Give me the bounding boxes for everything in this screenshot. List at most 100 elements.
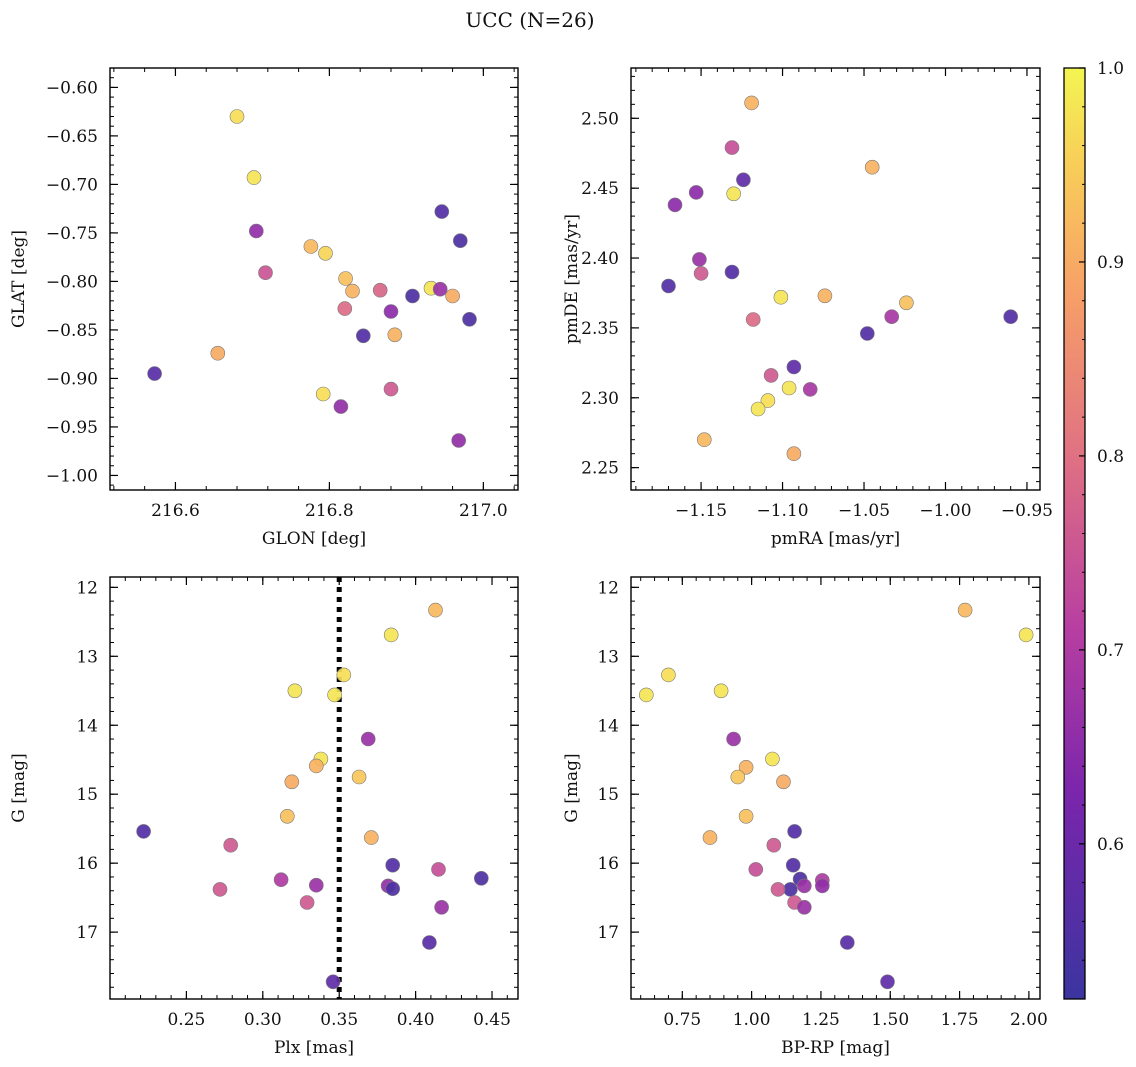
scatter-point: [796, 878, 812, 894]
x-tick-label: 1.25: [802, 1010, 840, 1030]
scatter-point: [693, 266, 709, 281]
x-tick-label: 217.0: [459, 501, 508, 521]
x-tick-label: 0.35: [320, 1010, 358, 1030]
colorbar: 0.6 0.7 0.8 0.9 1.0: [1063, 59, 1124, 1000]
scatter-point: [839, 935, 855, 950]
y-tick-label: 2.45: [581, 179, 619, 199]
axes-frame: [109, 67, 519, 491]
scatter-point: [661, 278, 676, 294]
y-tick-label: 16: [76, 854, 98, 874]
scatter-point: [383, 627, 399, 643]
scatter-point: [724, 264, 740, 280]
scatter-point: [372, 282, 388, 298]
scatter-point: [726, 731, 741, 747]
y-tick-label: −0.95: [46, 418, 98, 438]
y-tick-label: 2.50: [581, 109, 619, 129]
panel-bprp-g: 0.75 1.00 1.25 1.50 1.75 2.00 12 13 14 15 16 17 BP-R…: [562, 576, 1048, 1058]
y-tick-label: −0.65: [46, 127, 98, 147]
scatter-point: [136, 824, 151, 839]
x-tick-label: 2.00: [1010, 1010, 1048, 1030]
scatter-point: [212, 882, 228, 897]
scatter-point: [787, 824, 802, 839]
scatter-point: [796, 899, 812, 915]
y-tick-label: 17: [76, 923, 98, 943]
scatter-point: [744, 95, 759, 111]
colorbar-tick-label: 0.8: [1097, 447, 1124, 467]
scatter-point: [462, 311, 477, 327]
colorbar-tick-label: 0.9: [1097, 253, 1124, 273]
x-tick-label: 216.6: [151, 501, 200, 521]
x-tick-label: 0.30: [244, 1010, 282, 1030]
scatter-point: [692, 252, 707, 267]
scatter-point: [385, 881, 401, 897]
y-tick-label: 13: [76, 647, 98, 667]
scatter-point: [786, 359, 802, 375]
x-axis-label: BP-RP [mag]: [781, 1038, 890, 1058]
scatter-point: [765, 751, 780, 767]
y-tick-label: 13: [597, 647, 619, 667]
y-tick-label: 14: [76, 716, 98, 736]
y-tick-label: 15: [597, 785, 619, 805]
scatter-point: [859, 326, 875, 341]
scatter-point: [387, 327, 403, 343]
y-tick-label: −0.70: [46, 175, 98, 195]
colorbar-gradient: [1064, 68, 1085, 999]
scatter-point: [248, 223, 264, 239]
scatter-point: [383, 304, 399, 319]
y-tick-label: 2.30: [581, 389, 619, 409]
scatter-point: [432, 281, 448, 297]
scatter-point: [1018, 627, 1034, 643]
scatter-point: [452, 233, 468, 248]
scatter-point: [884, 309, 900, 325]
scatter-point: [333, 399, 349, 414]
scatter-point: [287, 683, 303, 699]
y-tick-label: −0.80: [46, 272, 98, 292]
scatter-point: [315, 386, 331, 402]
scatter-point: [773, 289, 789, 305]
colorbar-tick-label: 0.6: [1097, 835, 1124, 855]
y-axis-label: GLAT [deg]: [9, 230, 29, 328]
scatter-point: [661, 667, 676, 683]
scatter-point: [363, 830, 379, 845]
scatter-point: [730, 769, 746, 785]
scatter-point: [422, 935, 437, 950]
x-tick-label: 0.45: [473, 1010, 511, 1030]
axes-frame: [630, 576, 1041, 1000]
scatter-point: [229, 109, 245, 124]
y-tick-label: −0.60: [46, 78, 98, 98]
y-tick-label: 12: [76, 578, 98, 598]
scatter-point: [223, 837, 238, 853]
scatter-point: [327, 687, 342, 703]
y-tick-label: 12: [597, 578, 619, 598]
scatter-point: [667, 197, 683, 213]
x-tick-label: −1.00: [919, 501, 971, 521]
axes-frame: [630, 67, 1041, 491]
scatter-point: [880, 974, 895, 990]
scatter-point: [748, 862, 764, 877]
scatter-point: [345, 283, 360, 299]
y-axis-label: pmDE [mas/yr]: [562, 214, 582, 344]
y-axis-label: G [mag]: [562, 753, 582, 822]
y-tick-label: 16: [597, 854, 619, 874]
panel-plx-g: 0.25 0.30 0.35 0.40 0.45 12 13 14 15 16 17 Plx [mas…: [9, 576, 519, 1058]
scatter-point: [817, 288, 833, 304]
figure-title: UCC (N=26): [465, 8, 594, 32]
scatter-point: [766, 837, 782, 853]
scatter-point: [736, 172, 751, 188]
scatter-point: [383, 381, 399, 397]
y-tick-label: −0.90: [46, 369, 98, 389]
y-tick-label: 14: [597, 716, 619, 736]
scatter-point: [451, 433, 467, 448]
scatter-point: [258, 265, 273, 281]
scatter-point: [318, 246, 333, 261]
scatter-point: [434, 899, 449, 915]
y-tick-label: 2.35: [581, 319, 619, 339]
scatter-point: [336, 667, 352, 683]
scatter-point: [445, 288, 460, 304]
x-tick-label: −1.15: [675, 501, 727, 521]
scatter-point: [760, 393, 776, 408]
scatter-point: [299, 895, 315, 910]
x-tick-label: 216.8: [305, 501, 354, 521]
axes-frame: [109, 576, 519, 1000]
scatter-point: [360, 731, 376, 747]
